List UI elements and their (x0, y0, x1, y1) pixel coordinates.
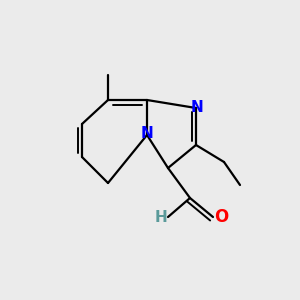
Text: H: H (154, 209, 167, 224)
Text: N: N (190, 100, 203, 116)
Text: O: O (214, 208, 228, 226)
Text: N: N (141, 127, 153, 142)
